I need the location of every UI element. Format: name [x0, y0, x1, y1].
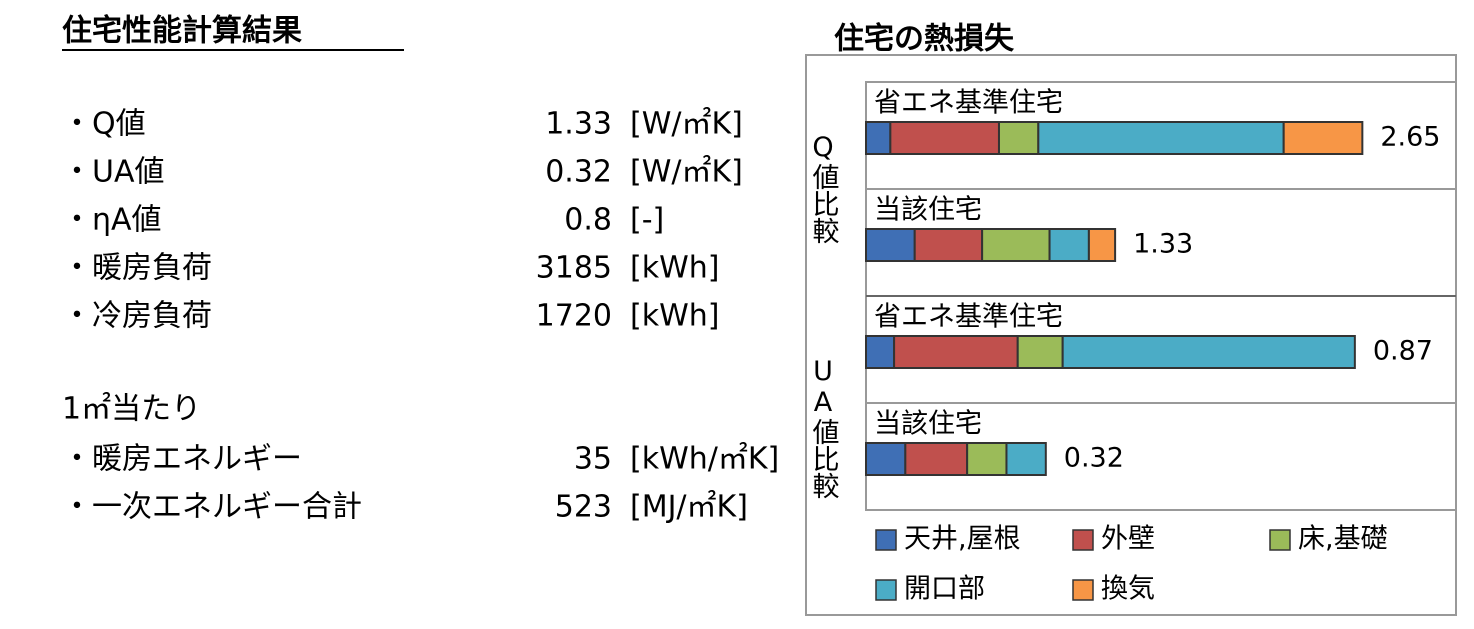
- item-unit: [MJ/㎡K]: [630, 490, 748, 525]
- bar-segment: [1282, 121, 1364, 155]
- legend-swatch: [1072, 529, 1094, 551]
- item-name: ・暖房エネルギー: [62, 442, 302, 477]
- item-unit: [kWh]: [630, 299, 719, 334]
- item-unit: [-]: [630, 203, 664, 238]
- section-heading: 1㎡当たり: [62, 392, 201, 427]
- bar-segment: [865, 442, 907, 476]
- bar-segment: [865, 335, 896, 369]
- category-label: 省エネ基準住宅: [874, 302, 1063, 333]
- legend-label: 天井,屋根: [904, 524, 1021, 555]
- legend-swatch: [875, 529, 897, 551]
- item-value: 1.33: [545, 107, 612, 142]
- item-value: 0.8: [564, 203, 612, 238]
- bar-segment: [913, 228, 984, 262]
- legend-swatch: [1072, 579, 1094, 601]
- item-name: ・UA値: [62, 155, 164, 190]
- bar-segment: [966, 442, 1008, 476]
- item-value: 3185: [536, 251, 612, 286]
- total-label: 2.65: [1380, 122, 1440, 153]
- item-value: 523: [555, 490, 612, 525]
- item-name: ・冷房負荷: [62, 299, 212, 334]
- category-label: 省エネ基準住宅: [874, 88, 1063, 119]
- legend-label: 床,基礎: [1298, 524, 1388, 555]
- item-unit: [kWh/㎡K]: [630, 442, 779, 477]
- bar-segment: [1016, 335, 1064, 369]
- bar-segment: [865, 228, 916, 262]
- legend-label: 外壁: [1101, 524, 1155, 555]
- group-label: Q値比較: [808, 132, 840, 244]
- item-value: 1720: [536, 299, 612, 334]
- bar-segment: [865, 121, 892, 155]
- legend-label: 換気: [1101, 574, 1155, 605]
- bar-segment: [904, 442, 969, 476]
- item-value: 35: [574, 442, 612, 477]
- item-name: ・一次エネルギー合計: [62, 490, 362, 525]
- item-unit: [W/㎡K]: [630, 155, 743, 190]
- bar-segment: [1087, 228, 1117, 262]
- bar-segment: [1048, 228, 1090, 262]
- item-value: 0.32: [545, 155, 612, 190]
- item-unit: [W/㎡K]: [630, 107, 743, 142]
- bar-segment: [981, 228, 1051, 262]
- doc-title: 住宅性能計算結果: [62, 14, 302, 49]
- item-unit: [kWh]: [630, 251, 719, 286]
- total-label: 1.33: [1133, 229, 1193, 260]
- item-name: ・ηA値: [62, 203, 162, 238]
- total-label: 0.32: [1064, 443, 1124, 474]
- group-label: UA値比較: [808, 356, 840, 499]
- bar-segment: [1037, 121, 1285, 155]
- category-label: 当該住宅: [874, 409, 982, 440]
- category-label: 当該住宅: [874, 195, 982, 226]
- bar-segment: [893, 335, 1019, 369]
- legend-label: 開口部: [904, 574, 985, 605]
- chart-title: 住宅の熱損失: [834, 22, 1015, 57]
- legend-swatch: [1269, 529, 1291, 551]
- item-name: ・Q値: [62, 107, 146, 142]
- bar-segment: [889, 121, 1000, 155]
- item-name: ・暖房負荷: [62, 251, 212, 286]
- legend-swatch: [875, 579, 897, 601]
- bar-segment: [1005, 442, 1047, 476]
- total-label: 0.87: [1373, 336, 1433, 367]
- bar-segment: [997, 121, 1040, 155]
- bar-segment: [1061, 335, 1356, 369]
